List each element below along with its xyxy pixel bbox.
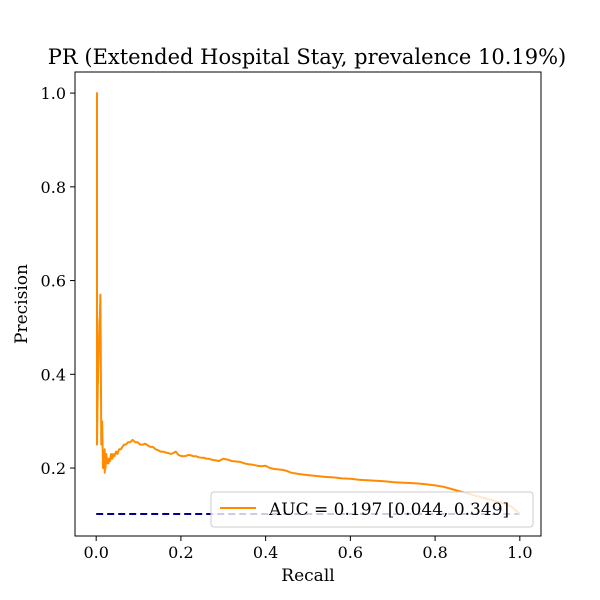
y-tick-label: 0.8 xyxy=(41,178,66,197)
plot-frame xyxy=(74,71,542,537)
axes-layer: 0.0 0.2 0.4 0.6 0.8 1.0 0.2 0.4 0.6 0.8 1.0 xyxy=(41,71,542,562)
legend: AUC = 0.197 [0.044, 0.349] xyxy=(210,491,534,528)
x-tick-label: 0.0 xyxy=(83,543,108,562)
y-tick-label: 1.0 xyxy=(41,84,66,103)
x-axis-label: Recall xyxy=(281,566,334,586)
y-tick-label: 0.2 xyxy=(41,459,66,478)
legend-entry-label: AUC = 0.197 [0.044, 0.349] xyxy=(268,500,509,520)
x-tick-label: 0.6 xyxy=(338,543,363,562)
x-tick-label: 0.4 xyxy=(253,543,278,562)
y-axis-label: Precision xyxy=(12,264,32,344)
x-tick-label: 0.2 xyxy=(168,543,193,562)
x-tick-label: 0.8 xyxy=(422,543,447,562)
y-tick-label: 0.6 xyxy=(41,272,66,291)
plot-area xyxy=(75,72,541,536)
pr-curve-line xyxy=(96,92,521,515)
chart-title: PR (Extended Hospital Stay, prevalence 1… xyxy=(48,45,566,69)
y-tick-label: 0.4 xyxy=(41,365,66,384)
x-tick-label: 1.0 xyxy=(507,543,532,562)
legend-box xyxy=(210,491,534,528)
